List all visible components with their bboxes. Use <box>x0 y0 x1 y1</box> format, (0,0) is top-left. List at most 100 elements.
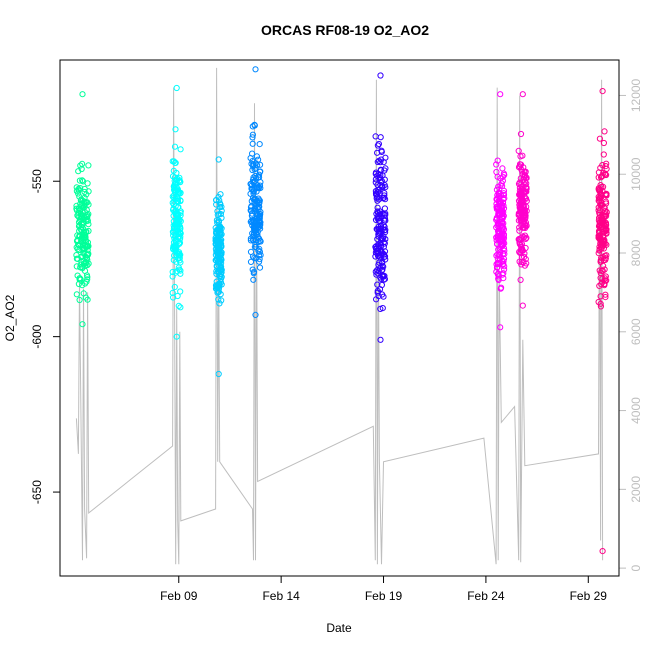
data-point <box>215 259 222 266</box>
data-point <box>85 162 92 169</box>
series-2-points <box>169 84 184 340</box>
data-point-max <box>252 66 259 73</box>
x-tick-label: Feb 24 <box>467 589 505 603</box>
data-point <box>378 281 385 289</box>
data-point <box>254 162 261 169</box>
y-right-tick-label: 10000 <box>629 157 643 191</box>
data-point-min <box>173 333 180 340</box>
data-point <box>517 246 524 253</box>
data-point <box>598 183 605 191</box>
data-point <box>256 212 263 219</box>
data-point <box>603 192 610 199</box>
data-point <box>169 268 176 276</box>
data-point <box>83 214 90 221</box>
data-point <box>518 240 526 248</box>
data-point <box>517 153 524 160</box>
data-point <box>375 196 383 203</box>
data-point-max <box>215 156 222 163</box>
data-point <box>169 158 176 165</box>
data-point <box>213 197 220 204</box>
data-point <box>374 287 381 295</box>
data-point <box>252 206 259 213</box>
data-point <box>501 250 508 258</box>
data-point <box>377 240 384 247</box>
data-point <box>74 246 81 253</box>
data-point <box>516 161 524 168</box>
data-point <box>76 227 83 235</box>
data-point <box>216 211 223 218</box>
data-point <box>497 285 504 292</box>
data-point <box>380 251 388 258</box>
data-point <box>376 174 383 181</box>
data-point <box>380 293 387 300</box>
data-point <box>77 210 85 217</box>
data-point <box>253 153 260 160</box>
data-point <box>247 248 255 255</box>
data-point <box>171 245 178 252</box>
data-point <box>498 254 505 261</box>
data-point <box>169 228 176 236</box>
data-point <box>374 142 381 149</box>
data-point <box>598 245 605 252</box>
data-point <box>381 167 388 174</box>
data-point <box>522 224 529 232</box>
data-point-min <box>377 336 384 343</box>
data-point <box>596 198 603 205</box>
data-point <box>79 177 86 184</box>
data-point <box>170 201 177 208</box>
data-point <box>517 276 524 283</box>
data-point <box>79 160 86 167</box>
data-point <box>595 174 602 181</box>
data-point <box>177 208 184 215</box>
data-point <box>80 246 87 253</box>
data-point <box>76 206 84 213</box>
data-point <box>601 128 608 135</box>
series-6-points <box>493 91 508 331</box>
data-point <box>256 235 263 242</box>
y-right-tick-label: 6000 <box>629 318 643 345</box>
data-point <box>517 130 525 138</box>
data-point <box>498 242 505 249</box>
data-point <box>599 187 606 194</box>
data-point <box>80 290 87 297</box>
data-point <box>84 199 91 206</box>
data-point <box>603 171 610 179</box>
data-point <box>218 251 225 258</box>
data-point <box>498 219 505 226</box>
data-point <box>250 179 257 186</box>
data-point <box>80 202 87 209</box>
data-point <box>216 224 223 231</box>
data-point <box>257 168 264 175</box>
y-axis-label: O2_AO2 <box>3 294 17 341</box>
data-point <box>217 266 224 273</box>
data-point <box>250 237 257 244</box>
data-point <box>77 213 84 220</box>
data-point <box>75 280 83 288</box>
data-point <box>495 189 502 196</box>
data-point <box>73 263 80 270</box>
data-point <box>215 288 222 295</box>
data-point <box>249 266 256 273</box>
data-point <box>175 254 182 261</box>
y-right-tick-label: 2000 <box>629 476 643 503</box>
data-point <box>602 219 610 226</box>
data-point <box>76 177 84 184</box>
data-point <box>374 252 382 259</box>
data-point <box>177 233 184 240</box>
data-point <box>597 300 604 307</box>
data-point <box>495 232 502 240</box>
data-point <box>173 169 180 177</box>
data-point <box>602 170 609 177</box>
data-point <box>250 188 257 195</box>
data-point <box>81 194 88 201</box>
data-point <box>213 201 220 208</box>
data-point <box>76 217 84 224</box>
data-point <box>495 193 502 200</box>
data-point <box>380 195 387 202</box>
data-point <box>519 186 526 193</box>
data-point <box>518 210 525 217</box>
data-point <box>497 175 504 182</box>
data-point <box>373 296 380 303</box>
